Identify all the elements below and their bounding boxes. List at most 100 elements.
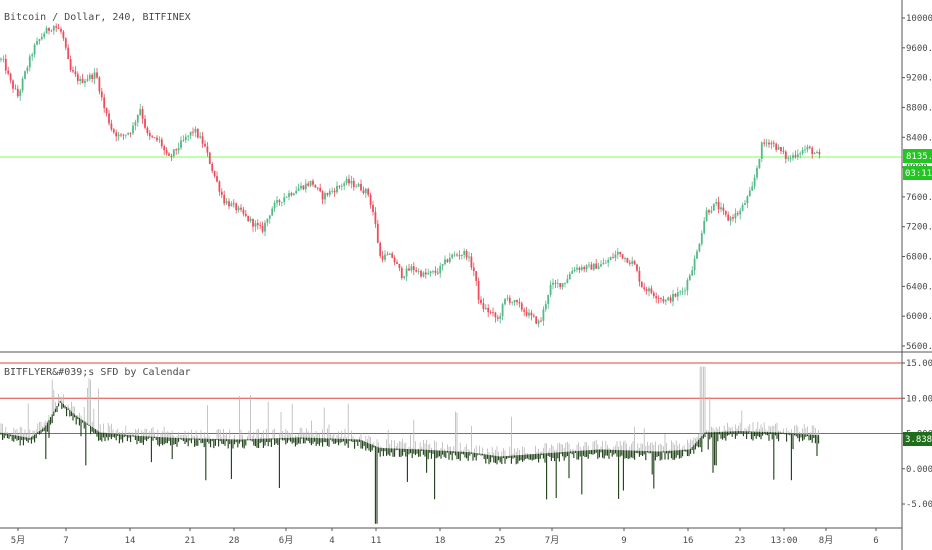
candle-body	[38, 39, 41, 42]
candle-body	[384, 254, 386, 260]
candle-body	[360, 183, 362, 191]
candle	[760, 141, 763, 163]
price-axis[interactable]: 10000.09600.09200.08800.08400.08000.0760…	[902, 14, 932, 352]
candle	[580, 264, 583, 272]
candle-body	[343, 183, 346, 186]
price-pane[interactable]	[0, 23, 902, 328]
candle	[237, 205, 240, 213]
candle	[206, 142, 209, 157]
candle	[62, 30, 65, 41]
candle	[331, 187, 334, 194]
candle-body	[643, 287, 646, 290]
candle	[729, 215, 732, 226]
candle	[542, 306, 545, 326]
candle-body	[391, 253, 394, 258]
candle-body	[446, 259, 449, 263]
time-tick-label: 23	[735, 536, 746, 546]
candle	[9, 72, 12, 84]
time-tick-label: 18	[435, 536, 446, 546]
candle	[324, 191, 326, 205]
candle	[528, 308, 530, 319]
candle-body	[696, 251, 698, 259]
candle-body	[724, 210, 727, 215]
candle	[444, 255, 446, 266]
candle-body	[753, 177, 756, 187]
candle-body	[760, 142, 763, 159]
candle	[585, 264, 588, 273]
candle-body	[547, 294, 550, 304]
candle	[376, 219, 379, 244]
candle	[384, 250, 386, 263]
candle-body	[544, 303, 547, 310]
candle-body	[134, 122, 137, 126]
indicator-pane[interactable]	[0, 362, 902, 524]
candle	[525, 306, 528, 317]
candle-body	[168, 153, 170, 156]
candle	[326, 192, 329, 197]
candle-body	[304, 183, 307, 190]
candle-body	[746, 196, 749, 204]
candle-body	[240, 207, 242, 210]
time-tick-label: 11	[371, 536, 382, 546]
candle-body	[691, 270, 694, 276]
candle	[244, 209, 247, 218]
candle	[391, 251, 394, 259]
candle	[424, 268, 427, 279]
candle	[74, 66, 77, 77]
candle	[177, 142, 180, 155]
candle-body	[2, 58, 5, 60]
candle-body	[468, 256, 470, 258]
candle	[84, 78, 86, 88]
candle	[513, 299, 516, 306]
time-tick-label: 6月	[279, 535, 293, 546]
candle-body	[508, 297, 511, 303]
candle-body	[242, 209, 245, 214]
candle	[496, 314, 499, 322]
candle	[285, 196, 288, 198]
candle-body	[129, 132, 132, 134]
candle-body	[336, 185, 338, 193]
candle	[676, 287, 679, 301]
candle-body	[79, 78, 82, 81]
candle-body	[813, 153, 816, 155]
candle-body	[628, 262, 631, 264]
candle	[232, 199, 235, 208]
candle	[266, 218, 269, 227]
candle	[396, 259, 398, 264]
candle-body	[422, 272, 425, 277]
candle-body	[55, 26, 58, 28]
candle-body	[501, 304, 504, 317]
price-tick-label: 7200.0	[906, 223, 932, 233]
candle	[350, 175, 353, 189]
candle	[36, 37, 38, 46]
candle	[434, 266, 437, 276]
candle	[451, 253, 454, 260]
candle-body	[84, 80, 86, 83]
candle	[648, 286, 650, 297]
candle	[506, 294, 509, 301]
candle	[192, 127, 194, 137]
candle	[638, 266, 641, 287]
candle-body	[768, 142, 770, 145]
candle	[19, 88, 22, 101]
price-tick-label: 9200.0	[906, 74, 932, 84]
candle-body	[698, 243, 701, 252]
candle-body	[273, 202, 276, 209]
candle-body	[393, 257, 396, 263]
candle	[218, 180, 221, 196]
candle	[732, 214, 734, 222]
candle-body	[463, 251, 466, 255]
candle-body	[417, 270, 420, 272]
candle	[216, 171, 218, 183]
candle-body	[715, 201, 718, 204]
candle	[12, 79, 14, 93]
time-axis[interactable]: 5月 7 14 21 28 6月 4 11 18 25 7月 9 16 23 13:00 8月 6	[11, 528, 879, 546]
candle-body	[40, 36, 43, 40]
candle	[636, 263, 638, 273]
candle-body	[292, 193, 295, 196]
candle-body	[180, 140, 182, 148]
candle	[26, 65, 29, 74]
candle-body	[499, 316, 502, 319]
candle	[319, 183, 322, 193]
